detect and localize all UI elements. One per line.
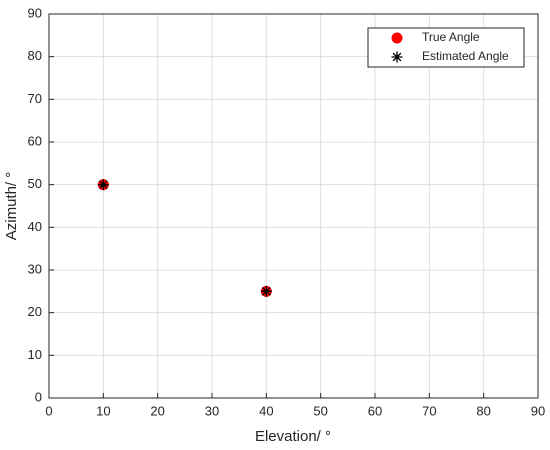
- y-tick-label: 80: [28, 48, 42, 63]
- x-tick-label: 60: [368, 403, 382, 418]
- marker-star: [97, 179, 109, 191]
- y-tick-label: 40: [28, 219, 42, 234]
- marker-star: [391, 51, 403, 63]
- plot-frame: [48, 13, 539, 399]
- x-tick-label: 80: [476, 403, 490, 418]
- x-tick-label: 30: [205, 403, 219, 418]
- y-tick-label: 90: [28, 5, 42, 20]
- y-tick-label: 70: [28, 91, 42, 106]
- marker-star: [260, 285, 272, 297]
- x-tick-label: 50: [313, 403, 327, 418]
- y-tick-label: 0: [35, 389, 42, 404]
- y-tick-label: 60: [28, 133, 42, 148]
- y-tick-label: 50: [28, 176, 42, 191]
- y-tick-label: 20: [28, 304, 42, 319]
- x-axis-label: Elevation/ °: [255, 428, 331, 445]
- y-tick-label: 30: [28, 261, 42, 276]
- x-tick-label: 0: [45, 403, 52, 418]
- x-tick-label: 40: [259, 403, 273, 418]
- x-tick-label: 70: [422, 403, 436, 418]
- legend-label: Estimated Angle: [422, 49, 509, 63]
- x-tick-label: 90: [531, 403, 545, 418]
- legend-label: True Angle: [422, 30, 480, 44]
- x-tick-label: 10: [96, 403, 110, 418]
- x-tick-label: 20: [150, 403, 164, 418]
- marker-dot: [391, 32, 403, 44]
- y-axis-label: Azimuth/ °: [3, 172, 20, 241]
- y-tick-label: 10: [28, 347, 42, 362]
